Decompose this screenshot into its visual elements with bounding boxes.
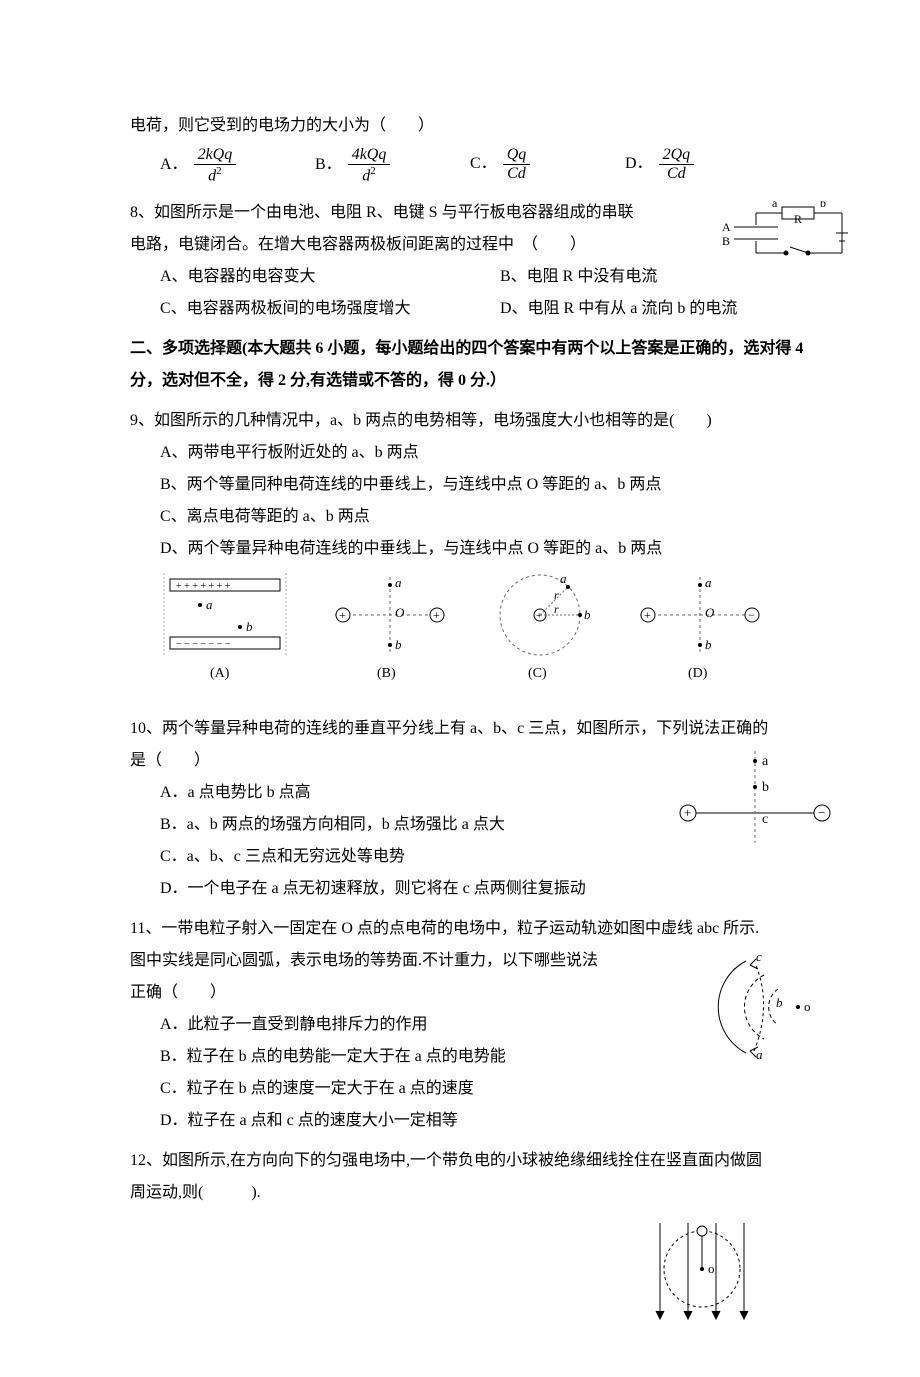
q9D-a: a	[705, 575, 712, 590]
q7-A-fraction: 2kQq d2	[194, 146, 237, 185]
q9-opt-A: A、两带电平行板附近处的 a、b 两点	[130, 437, 810, 469]
section-2-header: 二、多项选择题(本大题共 6 小题，每小题给出的四个答案中有两个以上答案是正确的…	[130, 333, 810, 397]
q10-plus: +	[684, 805, 691, 820]
q8-label-A: A	[722, 220, 731, 234]
q10-diagram: + − a b c	[660, 743, 850, 853]
q9-fig-C: + r a r b (C)	[500, 573, 591, 681]
q9C-r2: r	[554, 602, 559, 616]
q7-A-den-sup: 2	[216, 165, 222, 177]
q9-opt-B: B、两个等量同种电荷连线的中垂线上，与连线中点 O 等距的 a、b 两点	[130, 469, 810, 501]
q11-b: b	[776, 995, 783, 1010]
q9B-plus-l: +	[339, 608, 346, 622]
q9A-minus: − − − − − − −	[176, 639, 231, 650]
q7-C-fraction: Qq Cd	[503, 146, 531, 182]
q10-opt-D: D．一个电子在 a 点无初速释放，则它将在 c 点两侧往复振动	[130, 873, 810, 905]
q7-D-fraction: 2Qq Cd	[659, 146, 695, 182]
q10-b: b	[762, 780, 769, 795]
q9-fig-A: + + + + + + + − − − − − − − a b (A)	[164, 573, 286, 681]
q8-label-R: R	[794, 212, 802, 226]
q9D-O: O	[705, 605, 715, 620]
question-10: + − a b c 10、两个等量异种电荷的连线的垂直平分线上有 a、b、c 三…	[130, 713, 810, 905]
q9C-plus: +	[536, 610, 542, 622]
q7-D-num: 2Qq	[659, 146, 695, 165]
q9-cap-B: (B)	[377, 666, 396, 681]
q9-cap-D: (D)	[688, 666, 708, 681]
q8-row-CD: C、电容器两极板间的电场强度增大 D、电阻 R 中有从 a 流向 b 的电流	[130, 293, 810, 325]
q9A-plus: + + + + + + +	[176, 581, 231, 592]
q7-opt-B: B． 4kQq d2	[315, 146, 470, 185]
q8-label-B: B	[722, 234, 730, 248]
question-9: 9、如图所示的几种情况中，a、b 两点的电势相等，电场强度大小也相等的是( ) …	[130, 405, 810, 705]
q8-circuit-diagram: a b R A B	[700, 201, 870, 273]
q7-A-num: 2kQq	[194, 146, 237, 165]
q7-A-label: A．	[160, 156, 188, 173]
q7-D-label: D．	[625, 155, 653, 172]
q7-opt-A: A． 2kQq d2	[160, 146, 315, 185]
q9-cap-A: (A)	[210, 666, 230, 681]
q11-opt-D: D．粒子在 a 点和 c 点的速度大小一定相等	[130, 1105, 810, 1137]
question-11: o c b a 11、一带电粒子射入一固定在 O 点的点电荷的电场中，粒子运动轨…	[130, 913, 810, 1137]
q7-A-den: d2	[194, 165, 237, 185]
q9-opt-D: D、两个等量异种电荷连线的中垂线上，与连线中点 O 等距的 a、b 两点	[130, 533, 810, 565]
q9C-a: a	[560, 573, 567, 586]
q7-B-den-sup: 2	[370, 165, 376, 177]
q8-label-a: a	[772, 201, 778, 210]
q9C-r: r	[554, 588, 559, 602]
q7-A-den-base: d	[208, 167, 216, 184]
q10-c: c	[762, 812, 768, 827]
q8-opt-C: C、电容器两极板间的电场强度增大	[130, 293, 470, 325]
q7-C-num: Qq	[503, 146, 531, 165]
q11-c: c	[756, 949, 762, 964]
q7-opt-D: D． 2Qq Cd	[625, 146, 780, 185]
q9-fig-D: + − a O b (D)	[640, 575, 760, 681]
q8-label-b: b	[820, 201, 826, 210]
q7-opt-C: C． Qq Cd	[470, 146, 625, 185]
q9C-b: b	[584, 607, 591, 622]
q12-diagram: o	[640, 1219, 770, 1329]
q12-stem1: 12、如图所示,在方向向下的匀强电场中,一个带负电的小球被绝缘细线拴住在竖直面内…	[130, 1145, 810, 1177]
q7-B-num: 4kQq	[348, 146, 391, 165]
q7-B-den: d2	[348, 165, 391, 185]
q10-minus: −	[818, 805, 825, 820]
q11-a: a	[756, 1047, 763, 1062]
q7-C-label: C．	[470, 155, 497, 172]
question-8: a b R A B 8、如图所示是一个由电池、电阻 R、电键 S 与平行板电容器…	[130, 197, 810, 325]
q12-stem2: 周运动,则( ).	[130, 1177, 810, 1209]
q7-C-den: Cd	[503, 165, 531, 183]
q9B-O: O	[395, 605, 405, 620]
q8-opt-A: A、电容器的电容变大	[130, 261, 470, 293]
q8-opt-D: D、电阻 R 中有从 a 流向 b 的电流	[470, 293, 810, 325]
q7-tail-text: 电荷，则它受到的电场力的大小为（ ）	[130, 110, 810, 142]
q9B-a: a	[395, 575, 402, 590]
q9B-plus-r: +	[433, 608, 440, 622]
q9B-b: b	[395, 637, 402, 652]
q12-O: o	[708, 1261, 715, 1276]
q9-opt-C: C、离点电荷等距的 a、b 两点	[130, 501, 810, 533]
q9-stem: 9、如图所示的几种情况中，a、b 两点的电势相等，电场强度大小也相等的是( )	[130, 405, 810, 437]
q9-fig-B: + + a O b (B)	[335, 575, 445, 681]
q9D-b: b	[705, 637, 712, 652]
q11-stem1: 11、一带电粒子射入一固定在 O 点的点电荷的电场中，粒子运动轨迹如图中虚线 a…	[130, 913, 810, 945]
question-7: 电荷，则它受到的电场力的大小为（ ） A． 2kQq d2 B． 4kQq d2…	[130, 110, 810, 189]
q9A-b: b	[246, 619, 253, 634]
q7-options: A． 2kQq d2 B． 4kQq d2 C． Qq Cd	[130, 142, 810, 189]
q11-opt-C: C．粒子在 b 点的速度一定大于在 a 点的速度	[130, 1073, 810, 1105]
q9A-a: a	[206, 597, 213, 612]
q9-cap-C: (C)	[528, 666, 547, 681]
q7-B-label: B．	[315, 156, 342, 173]
q11-diagram: o c b a	[700, 947, 840, 1067]
q9D-minus: −	[748, 608, 755, 622]
q10-stem1: 10、两个等量异种电荷的连线的垂直平分线上有 a、b、c 三点，如图所示，下列说…	[130, 713, 810, 745]
q9D-plus: +	[644, 608, 651, 622]
q7-B-fraction: 4kQq d2	[348, 146, 391, 185]
q7-D-den: Cd	[659, 165, 695, 183]
q9-figures: + + + + + + + − − − − − − − a b (A)	[150, 573, 790, 705]
q10-a: a	[762, 754, 769, 769]
question-12: 12、如图所示,在方向向下的匀强电场中,一个带负电的小球被绝缘细线拴住在竖直面内…	[130, 1145, 810, 1329]
q9-figure-svg: + + + + + + + − − − − − − − a b (A)	[150, 573, 790, 693]
q11-O: o	[804, 999, 811, 1014]
